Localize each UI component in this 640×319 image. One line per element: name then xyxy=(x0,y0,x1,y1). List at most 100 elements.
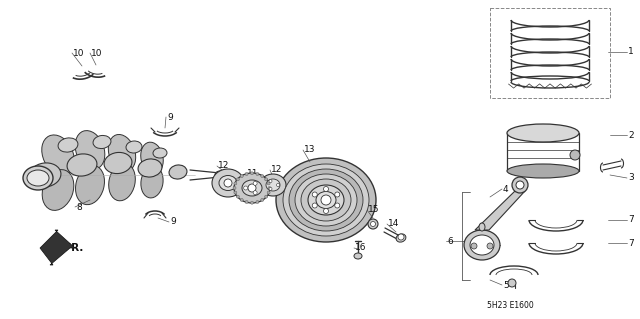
Circle shape xyxy=(256,173,259,175)
Ellipse shape xyxy=(42,135,74,175)
Ellipse shape xyxy=(219,175,237,190)
Circle shape xyxy=(250,201,253,204)
Text: 15: 15 xyxy=(368,205,380,214)
Text: 10: 10 xyxy=(91,48,102,57)
Ellipse shape xyxy=(212,169,244,197)
Circle shape xyxy=(268,187,271,189)
Circle shape xyxy=(253,191,257,195)
Circle shape xyxy=(248,184,256,192)
Circle shape xyxy=(508,279,516,287)
Text: 2: 2 xyxy=(628,130,634,139)
Text: 5: 5 xyxy=(503,280,509,290)
Circle shape xyxy=(471,243,477,249)
Text: FR.: FR. xyxy=(64,243,83,253)
Circle shape xyxy=(236,195,239,198)
Circle shape xyxy=(335,203,340,208)
Text: 7: 7 xyxy=(628,239,634,248)
Ellipse shape xyxy=(396,234,406,242)
Ellipse shape xyxy=(507,124,579,142)
Ellipse shape xyxy=(93,136,111,149)
Circle shape xyxy=(267,191,270,194)
Ellipse shape xyxy=(67,154,97,176)
Ellipse shape xyxy=(27,170,49,186)
Ellipse shape xyxy=(289,169,363,231)
Circle shape xyxy=(321,195,331,205)
Ellipse shape xyxy=(138,159,162,177)
Circle shape xyxy=(260,174,264,178)
Circle shape xyxy=(245,173,248,175)
Ellipse shape xyxy=(266,179,280,191)
Text: 5H23 E1600: 5H23 E1600 xyxy=(486,300,533,309)
Ellipse shape xyxy=(283,164,369,236)
Ellipse shape xyxy=(295,174,357,226)
Text: 6: 6 xyxy=(447,236,452,246)
Ellipse shape xyxy=(464,230,500,260)
Ellipse shape xyxy=(75,130,105,169)
Ellipse shape xyxy=(512,177,528,193)
Ellipse shape xyxy=(260,174,286,196)
Text: 3: 3 xyxy=(628,174,634,182)
Ellipse shape xyxy=(301,179,351,221)
Ellipse shape xyxy=(470,235,494,255)
Circle shape xyxy=(250,172,253,175)
Text: 13: 13 xyxy=(304,145,316,154)
Ellipse shape xyxy=(104,152,132,174)
Circle shape xyxy=(256,201,259,204)
Ellipse shape xyxy=(76,165,104,205)
Text: 16: 16 xyxy=(355,243,367,253)
Circle shape xyxy=(570,150,580,160)
Circle shape xyxy=(240,198,243,201)
Ellipse shape xyxy=(276,158,376,242)
Ellipse shape xyxy=(479,223,485,231)
Text: 9: 9 xyxy=(167,113,173,122)
Circle shape xyxy=(371,221,376,226)
Circle shape xyxy=(312,192,317,197)
Circle shape xyxy=(240,174,243,178)
Ellipse shape xyxy=(215,171,225,179)
Ellipse shape xyxy=(141,166,163,198)
Ellipse shape xyxy=(29,163,61,187)
Ellipse shape xyxy=(242,180,262,196)
Circle shape xyxy=(245,201,248,204)
Text: 10: 10 xyxy=(73,48,84,57)
Circle shape xyxy=(234,191,237,194)
Ellipse shape xyxy=(354,253,362,259)
Circle shape xyxy=(276,183,280,187)
Text: 7: 7 xyxy=(628,216,634,225)
Circle shape xyxy=(487,243,493,249)
Circle shape xyxy=(269,187,272,190)
Ellipse shape xyxy=(153,148,167,158)
Circle shape xyxy=(260,198,264,201)
Ellipse shape xyxy=(109,163,135,201)
Text: 11: 11 xyxy=(247,169,259,179)
Circle shape xyxy=(267,182,270,185)
Text: 12: 12 xyxy=(271,166,282,174)
Polygon shape xyxy=(40,230,75,265)
Text: 1: 1 xyxy=(628,48,634,56)
Circle shape xyxy=(234,182,237,185)
Ellipse shape xyxy=(516,181,524,189)
Circle shape xyxy=(265,178,268,181)
Circle shape xyxy=(253,181,257,185)
Circle shape xyxy=(233,187,236,189)
Circle shape xyxy=(312,203,317,208)
Circle shape xyxy=(269,180,272,182)
Circle shape xyxy=(244,186,248,190)
Ellipse shape xyxy=(308,185,344,215)
Ellipse shape xyxy=(141,142,163,174)
Circle shape xyxy=(265,195,268,198)
Circle shape xyxy=(323,187,328,191)
Ellipse shape xyxy=(169,165,187,179)
Circle shape xyxy=(224,179,232,187)
Text: 4: 4 xyxy=(503,184,509,194)
Text: 12: 12 xyxy=(218,161,229,170)
Circle shape xyxy=(335,192,340,197)
Ellipse shape xyxy=(42,170,74,211)
Ellipse shape xyxy=(126,141,142,153)
Ellipse shape xyxy=(58,138,78,152)
Circle shape xyxy=(323,209,328,213)
Circle shape xyxy=(236,178,239,181)
Ellipse shape xyxy=(316,191,336,209)
Ellipse shape xyxy=(108,135,136,172)
Circle shape xyxy=(398,234,404,240)
